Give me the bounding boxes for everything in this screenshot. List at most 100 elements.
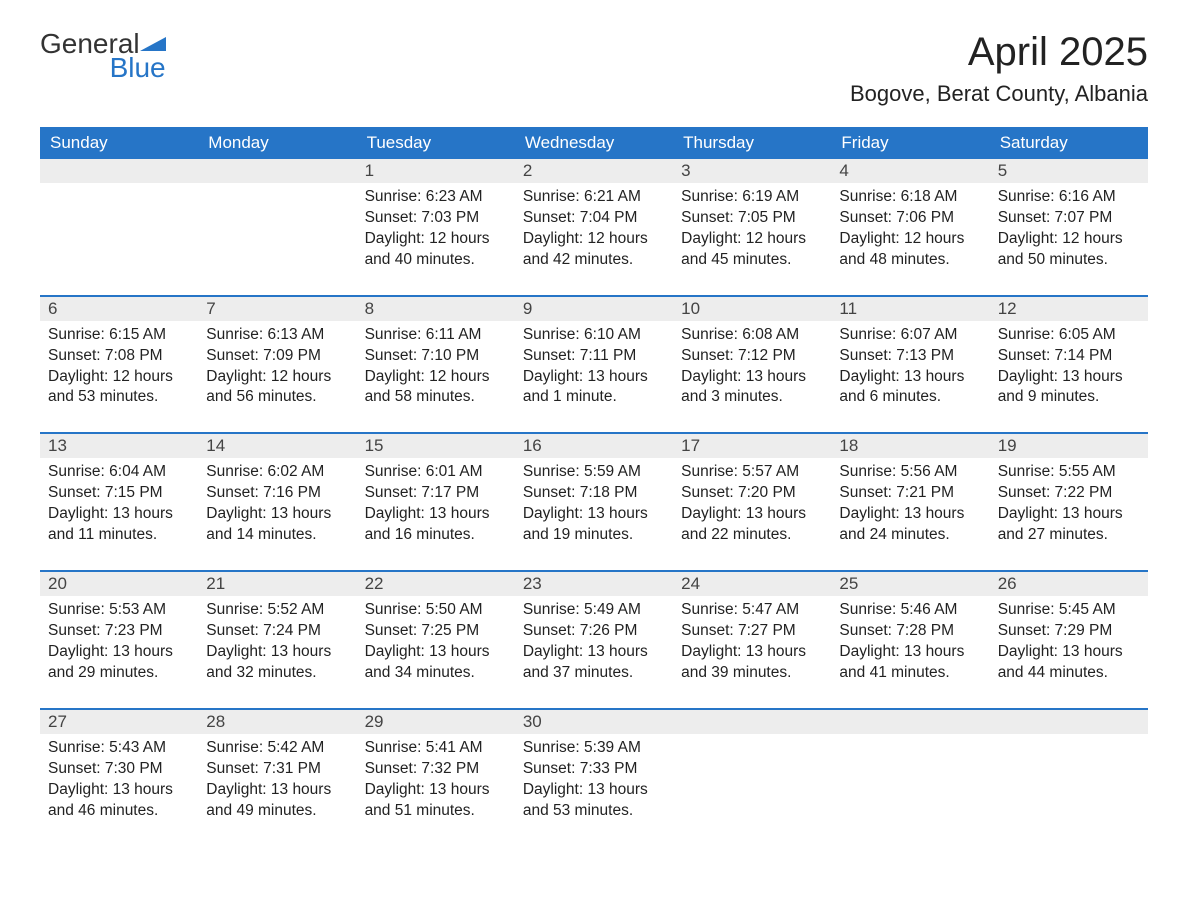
- day-number-cell: 7: [198, 296, 356, 321]
- day-info-cell: Sunrise: 5:55 AMSunset: 7:22 PMDaylight:…: [990, 458, 1148, 571]
- location-text: Bogove, Berat County, Albania: [850, 81, 1148, 107]
- sunrise-line: Sunrise: 6:11 AM: [365, 325, 507, 346]
- sunrise-line: Sunrise: 6:15 AM: [48, 325, 190, 346]
- day-info-cell: Sunrise: 5:56 AMSunset: 7:21 PMDaylight:…: [831, 458, 989, 571]
- day-number-cell: 25: [831, 571, 989, 596]
- weekday-header: Tuesday: [357, 127, 515, 159]
- day-number-cell: 18: [831, 433, 989, 458]
- calendar-head: SundayMondayTuesdayWednesdayThursdayFrid…: [40, 127, 1148, 159]
- day-info-cell: [673, 734, 831, 846]
- day-info-cell: Sunrise: 6:01 AMSunset: 7:17 PMDaylight:…: [357, 458, 515, 571]
- sunrise-line: Sunrise: 5:49 AM: [523, 600, 665, 621]
- weekday-header: Monday: [198, 127, 356, 159]
- sunset-line: Sunset: 7:11 PM: [523, 346, 665, 367]
- daylight-line: Daylight: 13 hours and 24 minutes.: [839, 504, 981, 546]
- daylight-line: Daylight: 13 hours and 34 minutes.: [365, 642, 507, 684]
- sunrise-line: Sunrise: 5:55 AM: [998, 462, 1140, 483]
- sunrise-line: Sunrise: 6:02 AM: [206, 462, 348, 483]
- title-block: April 2025 Bogove, Berat County, Albania: [850, 30, 1148, 107]
- sunset-line: Sunset: 7:25 PM: [365, 621, 507, 642]
- day-number-cell: [673, 709, 831, 734]
- day-number-cell: [831, 709, 989, 734]
- day-number-cell: 13: [40, 433, 198, 458]
- daylight-line: Daylight: 12 hours and 50 minutes.: [998, 229, 1140, 271]
- sunrise-line: Sunrise: 6:19 AM: [681, 187, 823, 208]
- sunset-line: Sunset: 7:32 PM: [365, 759, 507, 780]
- sunrise-line: Sunrise: 5:59 AM: [523, 462, 665, 483]
- sunrise-line: Sunrise: 5:57 AM: [681, 462, 823, 483]
- sunset-line: Sunset: 7:20 PM: [681, 483, 823, 504]
- day-number-cell: 1: [357, 159, 515, 183]
- sunrise-line: Sunrise: 6:13 AM: [206, 325, 348, 346]
- day-number-cell: 23: [515, 571, 673, 596]
- day-number-cell: [990, 709, 1148, 734]
- day-number-cell: [40, 159, 198, 183]
- brand-text: General Blue: [40, 30, 166, 82]
- day-info-cell: Sunrise: 5:41 AMSunset: 7:32 PMDaylight:…: [357, 734, 515, 846]
- sunset-line: Sunset: 7:07 PM: [998, 208, 1140, 229]
- sunset-line: Sunset: 7:33 PM: [523, 759, 665, 780]
- daynum-row: 13141516171819: [40, 433, 1148, 458]
- day-info-cell: Sunrise: 5:39 AMSunset: 7:33 PMDaylight:…: [515, 734, 673, 846]
- sunset-line: Sunset: 7:15 PM: [48, 483, 190, 504]
- day-info-cell: Sunrise: 6:11 AMSunset: 7:10 PMDaylight:…: [357, 321, 515, 434]
- sunset-line: Sunset: 7:27 PM: [681, 621, 823, 642]
- day-info-cell: Sunrise: 5:52 AMSunset: 7:24 PMDaylight:…: [198, 596, 356, 709]
- sunrise-line: Sunrise: 6:08 AM: [681, 325, 823, 346]
- daylight-line: Daylight: 12 hours and 56 minutes.: [206, 367, 348, 409]
- day-number-cell: 8: [357, 296, 515, 321]
- daylight-line: Daylight: 13 hours and 19 minutes.: [523, 504, 665, 546]
- daylight-line: Daylight: 13 hours and 37 minutes.: [523, 642, 665, 684]
- daylight-line: Daylight: 12 hours and 40 minutes.: [365, 229, 507, 271]
- weekday-header: Sunday: [40, 127, 198, 159]
- sunrise-line: Sunrise: 5:42 AM: [206, 738, 348, 759]
- day-info-cell: [40, 183, 198, 296]
- day-info-cell: Sunrise: 6:21 AMSunset: 7:04 PMDaylight:…: [515, 183, 673, 296]
- weekday-header: Saturday: [990, 127, 1148, 159]
- day-number-cell: 16: [515, 433, 673, 458]
- daylight-line: Daylight: 12 hours and 48 minutes.: [839, 229, 981, 271]
- weekday-header: Wednesday: [515, 127, 673, 159]
- day-number-cell: 21: [198, 571, 356, 596]
- calendar-table: SundayMondayTuesdayWednesdayThursdayFrid…: [40, 127, 1148, 845]
- daylight-line: Daylight: 13 hours and 49 minutes.: [206, 780, 348, 822]
- sunrise-line: Sunrise: 6:10 AM: [523, 325, 665, 346]
- info-row: Sunrise: 6:15 AMSunset: 7:08 PMDaylight:…: [40, 321, 1148, 434]
- info-row: Sunrise: 5:53 AMSunset: 7:23 PMDaylight:…: [40, 596, 1148, 709]
- day-info-cell: [831, 734, 989, 846]
- day-number-cell: 29: [357, 709, 515, 734]
- sunrise-line: Sunrise: 5:50 AM: [365, 600, 507, 621]
- sunrise-line: Sunrise: 5:45 AM: [998, 600, 1140, 621]
- daylight-line: Daylight: 12 hours and 42 minutes.: [523, 229, 665, 271]
- day-number-cell: 5: [990, 159, 1148, 183]
- daylight-line: Daylight: 12 hours and 53 minutes.: [48, 367, 190, 409]
- daylight-line: Daylight: 13 hours and 16 minutes.: [365, 504, 507, 546]
- sunset-line: Sunset: 7:13 PM: [839, 346, 981, 367]
- daylight-line: Daylight: 13 hours and 41 minutes.: [839, 642, 981, 684]
- daylight-line: Daylight: 13 hours and 6 minutes.: [839, 367, 981, 409]
- sunset-line: Sunset: 7:28 PM: [839, 621, 981, 642]
- daylight-line: Daylight: 13 hours and 44 minutes.: [998, 642, 1140, 684]
- sunset-line: Sunset: 7:05 PM: [681, 208, 823, 229]
- daylight-line: Daylight: 13 hours and 53 minutes.: [523, 780, 665, 822]
- sunset-line: Sunset: 7:30 PM: [48, 759, 190, 780]
- daylight-line: Daylight: 13 hours and 22 minutes.: [681, 504, 823, 546]
- day-number-cell: [198, 159, 356, 183]
- day-number-cell: 11: [831, 296, 989, 321]
- day-info-cell: Sunrise: 5:46 AMSunset: 7:28 PMDaylight:…: [831, 596, 989, 709]
- sunset-line: Sunset: 7:22 PM: [998, 483, 1140, 504]
- header-block: General Blue April 2025 Bogove, Berat Co…: [40, 30, 1148, 107]
- day-number-cell: 24: [673, 571, 831, 596]
- sunset-line: Sunset: 7:24 PM: [206, 621, 348, 642]
- day-info-cell: [198, 183, 356, 296]
- sunrise-line: Sunrise: 6:01 AM: [365, 462, 507, 483]
- info-row: Sunrise: 6:04 AMSunset: 7:15 PMDaylight:…: [40, 458, 1148, 571]
- daylight-line: Daylight: 12 hours and 58 minutes.: [365, 367, 507, 409]
- sunrise-line: Sunrise: 5:47 AM: [681, 600, 823, 621]
- daynum-row: 6789101112: [40, 296, 1148, 321]
- day-info-cell: Sunrise: 6:19 AMSunset: 7:05 PMDaylight:…: [673, 183, 831, 296]
- day-info-cell: Sunrise: 6:16 AMSunset: 7:07 PMDaylight:…: [990, 183, 1148, 296]
- sunrise-line: Sunrise: 5:53 AM: [48, 600, 190, 621]
- day-info-cell: Sunrise: 6:10 AMSunset: 7:11 PMDaylight:…: [515, 321, 673, 434]
- day-info-cell: Sunrise: 5:50 AMSunset: 7:25 PMDaylight:…: [357, 596, 515, 709]
